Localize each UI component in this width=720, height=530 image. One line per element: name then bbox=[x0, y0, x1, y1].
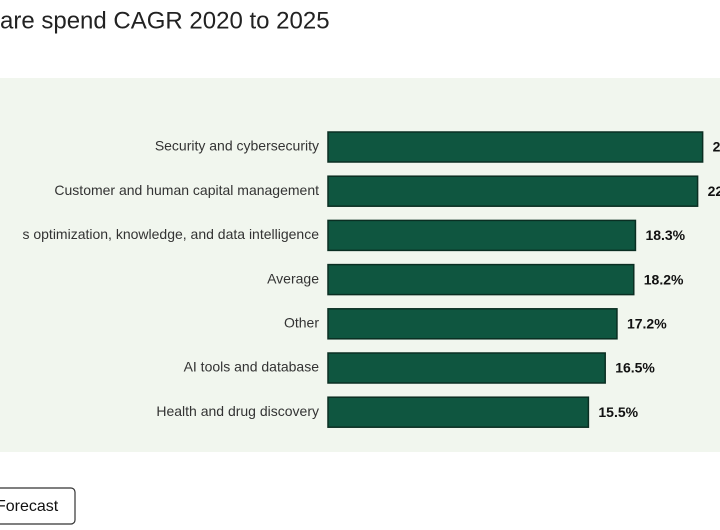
category-label: Security and cybersecurity bbox=[155, 138, 319, 154]
button-frame[interactable] bbox=[0, 487, 76, 525]
bar bbox=[327, 263, 635, 296]
chart-title: are spend CAGR 2020 to 2025 bbox=[0, 7, 330, 34]
category-label: s optimization, knowledge, and data inte… bbox=[22, 226, 319, 242]
value-label: 16.5% bbox=[615, 360, 655, 376]
category-label: Health and drug discovery bbox=[156, 403, 319, 419]
category-label: Average bbox=[267, 270, 319, 286]
category-label: AI tools and database bbox=[184, 359, 320, 375]
value-label: 22.0% bbox=[708, 183, 720, 199]
category-label: Customer and human capital management bbox=[54, 182, 319, 198]
bar bbox=[327, 308, 618, 340]
bar bbox=[327, 396, 590, 428]
value-label: 15.5% bbox=[598, 404, 638, 420]
value-label: 18.3% bbox=[645, 227, 685, 243]
bar bbox=[327, 219, 637, 252]
value-label: 17.2% bbox=[627, 316, 667, 332]
button-label[interactable]: Forecast bbox=[0, 498, 59, 515]
value-label: 22.3% bbox=[713, 139, 720, 155]
bar bbox=[327, 175, 699, 207]
bar bbox=[327, 352, 606, 384]
value-label: 18.2% bbox=[644, 271, 684, 287]
forecast-button[interactable]: Forecast bbox=[0, 487, 76, 525]
bar bbox=[327, 131, 704, 163]
category-label: Other bbox=[284, 315, 319, 331]
